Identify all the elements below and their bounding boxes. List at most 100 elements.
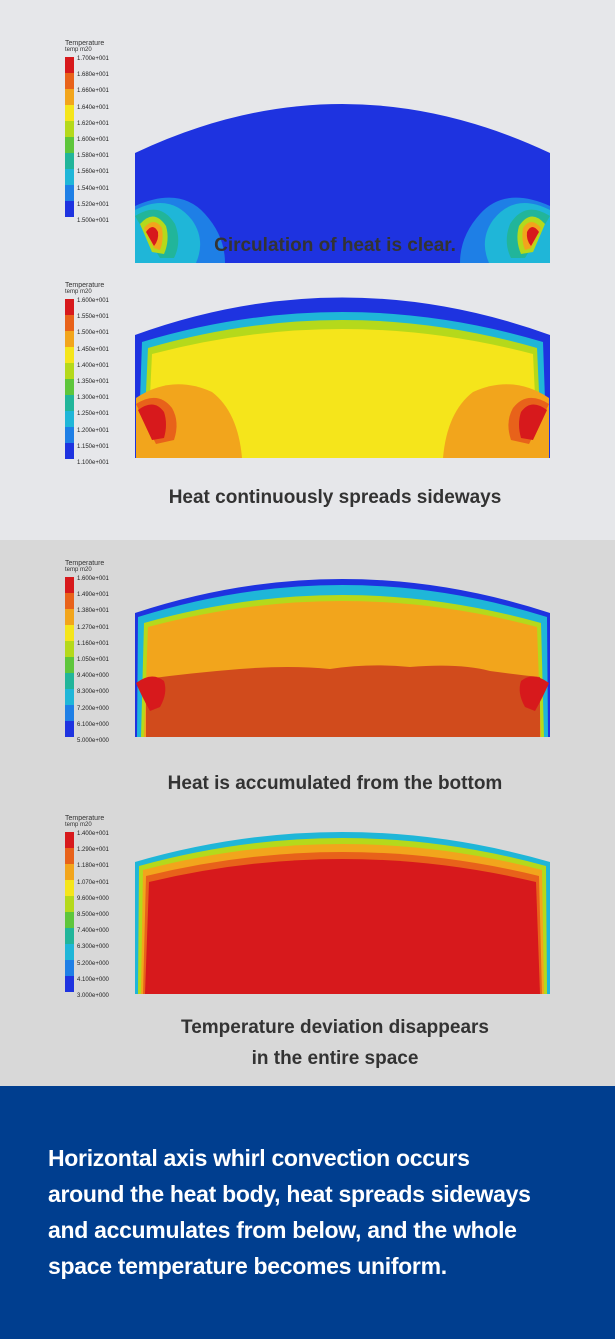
colorbar-swatch xyxy=(65,832,74,848)
colorbar-swatch xyxy=(65,657,74,673)
colorbar-swatch xyxy=(65,625,74,641)
colorbar-ticks: 1.600e+001 1.550e+001 1.500e+001 1.450e+001… xyxy=(77,298,147,469)
colorbar-tick-label: 1.380e+001 xyxy=(77,608,109,615)
colorbar-tick-label: 1.680e+001 xyxy=(77,72,109,79)
legend-title: Temperature xyxy=(65,815,105,822)
caption-line-1: Temperature deviation disappears xyxy=(181,1017,489,1038)
colorbar-swatch xyxy=(65,89,74,105)
colorbar-swatch xyxy=(65,641,74,657)
colorbar-tick-label: 1.500e+001 xyxy=(77,330,109,337)
colorbar-tick-label: 1.070e+001 xyxy=(77,879,109,886)
colorbar-tick-label: 1.520e+001 xyxy=(77,201,109,208)
colorbar-swatch xyxy=(65,593,74,609)
colorbar-tick-label: 3.000e+000 xyxy=(77,993,109,999)
colorbar-tick-label: 1.350e+001 xyxy=(77,379,109,385)
colorbar-swatch xyxy=(65,347,74,363)
colorbar-tick-label: 1.300e+001 xyxy=(77,395,109,402)
colorbar-tick-label: 1.600e+001 xyxy=(77,576,109,582)
colorbar-swatch xyxy=(65,427,74,443)
colorbar-swatch xyxy=(65,609,74,625)
colorbar-tick-label: 1.600e+001 xyxy=(77,137,109,143)
panel-caption: Circulation of heat is clear. xyxy=(214,235,456,256)
colorbar-swatch xyxy=(65,976,74,992)
colorbar-swatch xyxy=(65,379,74,395)
colorbar-swatch xyxy=(65,673,74,689)
colorbar-tick-label: 1.640e+001 xyxy=(77,104,109,111)
summary-line-4: space temperature becomes uniform. xyxy=(48,1253,447,1279)
colorbar-swatch xyxy=(65,848,74,864)
colorbar-swatch xyxy=(65,137,74,153)
colorbar-ticks: 1.400e+001 1.290e+001 1.180e+001 1.070e+001… xyxy=(77,831,147,1002)
colorbar-tick-label: 1.250e+001 xyxy=(77,411,109,418)
colorbar-tick-label: 1.200e+001 xyxy=(77,427,109,434)
colorbar-tick-label: 1.560e+001 xyxy=(77,169,109,176)
summary-banner xyxy=(0,1086,615,1339)
colorbar-legend: Temperature temp m20 1.400e+001 1.290e+00… xyxy=(62,815,142,1015)
colorbar-swatch xyxy=(65,73,74,89)
summary-line-1: Horizontal axis whirl convection occurs xyxy=(48,1145,470,1171)
colorbar xyxy=(65,299,74,459)
colorbar-swatch xyxy=(65,864,74,880)
colorbar-swatch xyxy=(65,331,74,347)
colorbar-swatch xyxy=(65,153,74,169)
panel-caption: Temperature deviation disappears in the … xyxy=(0,1012,615,1074)
colorbar-tick-label: 1.540e+001 xyxy=(77,185,109,192)
colorbar-ticks: 1.700e+001 1.680e+001 1.660e+001 1.640e+001… xyxy=(77,56,147,227)
colorbar-tick-label: 1.400e+001 xyxy=(77,362,109,369)
panel-caption: Heat is accumulated from the bottom xyxy=(167,773,503,794)
colorbar-legend: Temperature temp m20 1.700e+001 1.680e+00… xyxy=(62,40,142,240)
colorbar-tick-label: 6.300e+000 xyxy=(77,944,109,951)
panel-caption: Heat continuously spreads sideways xyxy=(168,487,502,508)
panel-accumulate: Temperature temp m20 1.600e+001 1.490e+00… xyxy=(0,560,615,794)
colorbar-swatch xyxy=(65,315,74,331)
colorbar-swatch xyxy=(65,896,74,912)
colorbar-tick-label: 1.600e+001 xyxy=(77,298,109,304)
colorbar-tick-label: 1.500e+001 xyxy=(77,218,109,224)
simulation-circulation xyxy=(135,104,550,263)
simulation-uniform xyxy=(135,832,550,994)
colorbar-tick-label: 9.400e+000 xyxy=(77,673,109,680)
colorbar-tick-label: 1.700e+001 xyxy=(77,56,109,62)
colorbar-swatch xyxy=(65,928,74,944)
colorbar-tick-label: 5.000e+000 xyxy=(77,738,109,744)
colorbar-tick-label: 8.500e+000 xyxy=(77,912,109,918)
colorbar-legend: Temperature temp m20 1.600e+001 1.490e+00… xyxy=(62,560,142,760)
colorbar-tick-label: 1.290e+001 xyxy=(77,847,109,854)
colorbar-tick-label: 7.200e+000 xyxy=(77,705,109,712)
colorbar xyxy=(65,57,74,217)
colorbar-legend: Temperature temp m20 1.600e+001 1.550e+00… xyxy=(62,282,142,482)
legend-subtitle: temp m20 xyxy=(65,289,92,295)
colorbar-swatch xyxy=(65,299,74,315)
colorbar xyxy=(65,832,74,992)
colorbar-tick-label: 7.400e+000 xyxy=(77,928,109,935)
colorbar-swatch xyxy=(65,105,74,121)
colorbar-swatch xyxy=(65,121,74,137)
colorbar-tick-label: 1.620e+001 xyxy=(77,120,109,127)
summary-text: Horizontal axis whirl convection occurs … xyxy=(48,1140,588,1284)
colorbar-swatch xyxy=(65,960,74,976)
colorbar-tick-label: 1.270e+001 xyxy=(77,624,109,631)
colorbar-tick-label: 1.490e+001 xyxy=(77,592,109,599)
caption-line-2: in the entire space xyxy=(251,1048,419,1069)
colorbar-swatch xyxy=(65,721,74,737)
simulation-spread xyxy=(135,297,550,458)
colorbar-swatch xyxy=(65,57,74,73)
panel-spread: Temperature temp m20 1.600e+001 1.550e+00… xyxy=(0,282,615,508)
colorbar-tick-label: 1.160e+001 xyxy=(77,640,109,647)
legend-title: Temperature xyxy=(65,560,105,567)
panel-uniform: Temperature temp m20 1.400e+001 1.290e+00… xyxy=(0,815,615,1069)
legend-subtitle: temp m20 xyxy=(65,822,92,828)
panel-circulation: Temperature temp m20 1.700e+001 1.680e+00… xyxy=(0,40,615,263)
colorbar-tick-label: 1.660e+001 xyxy=(77,88,109,95)
colorbar-swatch xyxy=(65,880,74,896)
colorbar-tick-label: 4.100e+000 xyxy=(77,976,109,983)
colorbar-swatch xyxy=(65,363,74,379)
legend-subtitle: temp m20 xyxy=(65,567,92,573)
colorbar-swatch xyxy=(65,689,74,705)
summary-line-2: around the heat body, heat spreads sidew… xyxy=(48,1181,531,1207)
colorbar-tick-label: 5.200e+000 xyxy=(77,960,109,967)
colorbar-tick-label: 8.300e+000 xyxy=(77,689,109,696)
colorbar-tick-label: 9.600e+000 xyxy=(77,895,109,902)
colorbar-swatch xyxy=(65,169,74,185)
legend-subtitle: temp m20 xyxy=(65,47,92,53)
